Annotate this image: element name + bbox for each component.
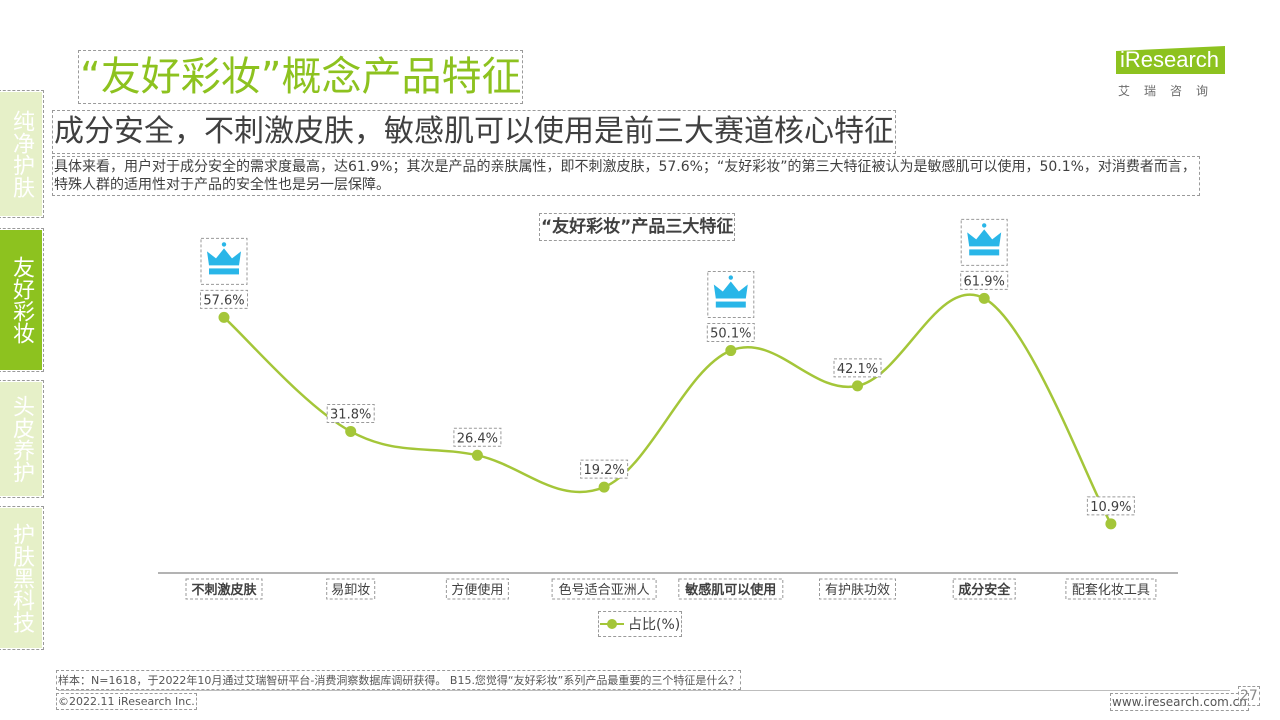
crown-icon-0	[200, 237, 248, 285]
crown-icon-base	[209, 268, 239, 275]
footer-divider	[58, 690, 1230, 691]
data-point	[725, 345, 737, 357]
page-number: 27	[1238, 686, 1260, 706]
data-point	[218, 311, 230, 323]
side-nav-label: 纯净护肤	[9, 110, 34, 198]
logo-wordmark: iResearch	[1116, 46, 1226, 74]
crown-icon-6	[960, 218, 1008, 266]
data-label: 57.6%	[203, 293, 244, 308]
x-tick-label: 色号适合亚洲人	[559, 582, 650, 598]
side-nav: 纯净护肤 友好彩妆 头皮养护 护肤黑科技	[0, 90, 44, 650]
website-url: www.iresearch.com.cn	[1110, 693, 1249, 711]
chart-title: “友好彩妆”产品三大特征	[538, 213, 736, 241]
crown-icon-jewel	[221, 242, 227, 247]
data-point	[852, 380, 863, 392]
data-label-frame	[453, 427, 502, 447]
legend-label: 占比(%)	[628, 617, 681, 633]
x-tick-label-frame	[445, 578, 509, 600]
data-label: 26.4%	[457, 431, 498, 446]
data-point	[471, 449, 483, 461]
data-label: 61.9%	[964, 274, 1005, 289]
crown-icon-4	[707, 271, 755, 319]
side-nav-label: 护肤黑科技	[9, 523, 34, 633]
crown-icon-base	[969, 249, 1000, 256]
data-label: 10.9%	[1090, 500, 1131, 515]
x-tick-label-frame	[326, 578, 376, 600]
copyright: ©2022.11 iResearch Inc.	[56, 693, 197, 710]
page-subtitle: 成分安全，不刺激皮肤，敏感肌可以使用是前三大赛道核心特征	[52, 110, 896, 154]
x-tick-label: 成分安全	[958, 582, 1011, 598]
data-label-frame	[200, 289, 248, 309]
side-nav-item-scalp-care[interactable]: 头皮养护	[0, 380, 44, 498]
data-label: 42.1%	[837, 362, 878, 377]
data-label-frame	[326, 403, 375, 423]
data-label-frame	[706, 323, 755, 343]
x-tick-label-frame	[678, 578, 784, 600]
iresearch-logo: iResearch 艾瑞咨询	[1112, 40, 1232, 100]
logo-chinese: 艾瑞咨询	[1118, 84, 1223, 98]
page-title: “友好彩妆”概念产品特征	[77, 50, 524, 104]
side-nav-item-skincare-tech[interactable]: 护肤黑科技	[0, 506, 44, 650]
x-tick-label-frame	[952, 578, 1016, 600]
x-tick-label-frame	[819, 578, 896, 600]
crown-icon-base	[715, 301, 746, 308]
crown-icon-jewel	[728, 275, 733, 280]
side-nav-item-friendly-makeup[interactable]: 友好彩妆	[0, 228, 44, 372]
crown-icon-body	[207, 248, 241, 266]
data-point	[345, 425, 357, 437]
x-tick-label-frame	[551, 578, 657, 600]
sample-note: 样本：N=1618，于2022年10月通过艾瑞智研平台-消费洞察数据库调研获得。…	[55, 670, 742, 690]
data-label-frame	[833, 358, 882, 378]
crown-icon-body	[967, 229, 1002, 247]
data-point	[978, 292, 990, 304]
side-nav-item-pure-skincare[interactable]: 纯净护肤	[0, 90, 44, 218]
x-tick-label: 易卸妆	[331, 582, 370, 598]
data-label: 31.8%	[330, 407, 371, 422]
x-tick-label: 敏感肌可以使用	[684, 582, 776, 598]
page-description: 具体来看，用户对于成分安全的需求度最高，达61.9%；其次是产品的亲肤属性，即不…	[52, 156, 1200, 196]
chart-legend: 占比(%)	[597, 611, 683, 637]
x-tick-label: 有护肤功效	[825, 583, 890, 598]
data-label: 50.1%	[710, 327, 751, 342]
x-tick-label: 方便使用	[451, 582, 503, 598]
data-label-frame	[580, 459, 629, 479]
crown-icon-body	[713, 281, 748, 299]
data-label-frame	[960, 270, 1009, 290]
x-tick-label-frame	[1065, 578, 1157, 600]
data-label-frame	[1086, 496, 1135, 516]
data-point	[1105, 518, 1117, 530]
side-nav-label: 友好彩妆	[9, 256, 34, 344]
side-nav-label: 头皮养护	[9, 395, 34, 483]
x-tick-label: 不刺激皮肤	[191, 582, 257, 598]
legend-line-marker	[600, 619, 624, 629]
x-tick-label: 配套化妆工具	[1072, 582, 1150, 598]
data-label: 19.2%	[583, 463, 624, 478]
crown-icon-jewel	[982, 223, 987, 228]
data-point	[598, 481, 610, 493]
x-tick-label-frame	[185, 578, 263, 600]
